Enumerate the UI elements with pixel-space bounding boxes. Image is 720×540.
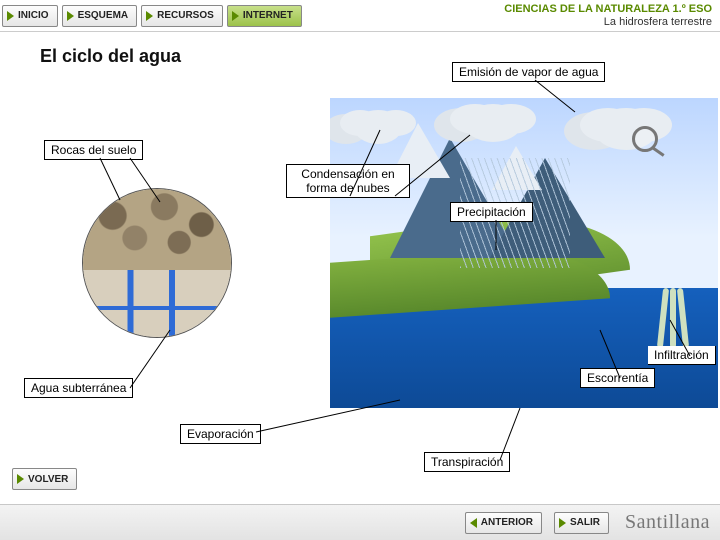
play-icon xyxy=(232,11,239,21)
soil-rock-illustration xyxy=(82,188,232,338)
nav-label: RECURSOS xyxy=(157,10,214,21)
play-icon xyxy=(7,11,14,21)
salir-button[interactable]: SALIR xyxy=(554,512,609,534)
magnifier-icon xyxy=(632,126,658,152)
header-right: CIENCIAS DE LA NATURALEZA 1.º ESO La hid… xyxy=(504,3,720,29)
play-icon xyxy=(559,518,566,528)
label-condensacion: Condensación en forma de nubes xyxy=(286,164,410,198)
play-icon xyxy=(17,474,24,484)
label-line: Condensación en xyxy=(301,167,394,181)
rock-layer xyxy=(83,189,231,278)
top-nav-bar: INICIO ESQUEMA RECURSOS INTERNET CIENCIA… xyxy=(0,0,720,32)
bottom-bar: ANTERIOR SALIR Santillana xyxy=(0,504,720,540)
play-icon xyxy=(67,11,74,21)
topic-title: La hidrosfera terrestre xyxy=(504,16,712,29)
nav-internet-button[interactable]: INTERNET xyxy=(227,5,302,27)
label-agua-subterranea: Agua subterránea xyxy=(24,378,133,398)
brand-logo: Santillana xyxy=(625,511,710,534)
volver-button[interactable]: VOLVER xyxy=(12,468,77,490)
label-infiltracion: Infiltración xyxy=(648,346,716,365)
button-label: ANTERIOR xyxy=(481,517,533,528)
groundwater-layer xyxy=(83,270,231,337)
nav-inicio-button[interactable]: INICIO xyxy=(2,5,58,27)
cloud xyxy=(580,108,636,142)
nav-label: INICIO xyxy=(18,10,49,21)
label-emision: Emisión de vapor de agua xyxy=(452,62,605,82)
button-label: SALIR xyxy=(570,517,600,528)
nav-label: INTERNET xyxy=(243,10,293,21)
nav-esquema-button[interactable]: ESQUEMA xyxy=(62,5,138,27)
back-icon xyxy=(470,518,477,528)
label-escorrentia: Escorrentía xyxy=(580,368,655,388)
play-icon xyxy=(146,11,153,21)
label-line: forma de nubes xyxy=(306,181,389,195)
label-precipitacion: Precipitación xyxy=(450,202,533,222)
label-rocas: Rocas del suelo xyxy=(44,140,143,160)
nav-label: ESQUEMA xyxy=(78,10,129,21)
cloud xyxy=(340,110,380,136)
course-title: CIENCIAS DE LA NATURALEZA 1.º ESO xyxy=(504,3,712,16)
page-title: El ciclo del agua xyxy=(40,46,181,67)
button-label: VOLVER xyxy=(28,474,68,485)
cloud xyxy=(450,104,500,134)
anterior-button[interactable]: ANTERIOR xyxy=(465,512,542,534)
nav-recursos-button[interactable]: RECURSOS xyxy=(141,5,223,27)
label-evaporacion: Evaporación xyxy=(180,424,261,444)
label-transpiracion: Transpiración xyxy=(424,452,510,472)
